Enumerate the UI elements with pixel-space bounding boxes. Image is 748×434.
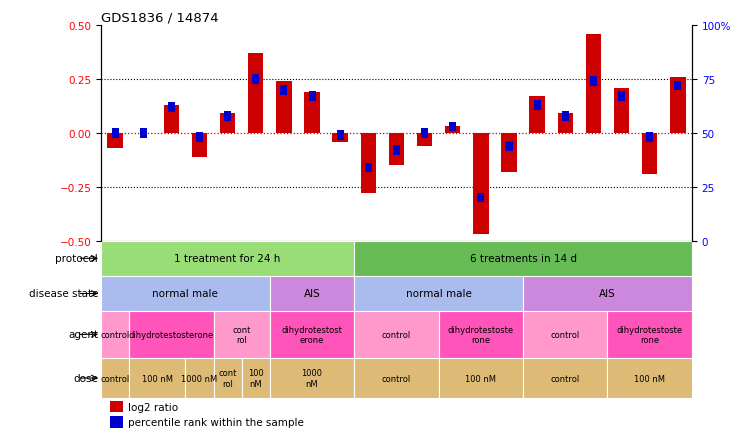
Text: control: control (381, 330, 411, 339)
Text: percentile rank within the sample: percentile rank within the sample (128, 417, 304, 427)
Bar (164, 105, 179, 134)
Bar (523, 358, 607, 398)
Bar (213, 358, 242, 398)
Bar (389, 134, 404, 166)
Bar (101, 358, 129, 398)
Bar (242, 358, 270, 398)
Text: control: control (551, 330, 580, 339)
Bar (477, 193, 485, 203)
Bar (557, 114, 573, 134)
Bar (213, 311, 270, 358)
Bar (252, 75, 260, 85)
Bar (506, 141, 512, 151)
Text: normal male: normal male (405, 289, 471, 299)
Bar (107, 134, 123, 149)
Text: 100 nM: 100 nM (634, 374, 665, 383)
Bar (417, 134, 432, 147)
Text: dihydrotestoste
rone: dihydrotestoste rone (616, 325, 683, 344)
Bar (101, 241, 355, 276)
Text: agent: agent (68, 329, 98, 339)
Bar (355, 358, 438, 398)
Bar (590, 77, 597, 87)
Bar (438, 311, 523, 358)
Bar (129, 311, 213, 358)
Bar (101, 276, 270, 311)
Bar (248, 54, 263, 134)
Text: control: control (381, 374, 411, 383)
Bar (618, 92, 625, 102)
Bar (670, 78, 686, 134)
Bar (111, 129, 119, 138)
Bar (445, 127, 461, 134)
Bar (438, 358, 523, 398)
Bar (270, 276, 355, 311)
Text: cont
rol: cont rol (218, 368, 237, 388)
Text: dihydrotestosterone: dihydrotestosterone (129, 330, 214, 339)
Bar (280, 86, 287, 95)
Bar (332, 134, 348, 142)
Bar (355, 276, 523, 311)
Text: AIS: AIS (599, 289, 616, 299)
Bar (646, 133, 653, 143)
Text: disease state: disease state (28, 289, 98, 299)
Bar (450, 122, 456, 132)
Text: AIS: AIS (304, 289, 320, 299)
Bar (614, 89, 629, 134)
Bar (421, 129, 428, 138)
Bar (337, 131, 343, 141)
Text: dihydrotestost
erone: dihydrotestost erone (281, 325, 343, 344)
Text: 1000
nM: 1000 nM (301, 368, 322, 388)
Bar (586, 35, 601, 134)
Text: control: control (100, 330, 129, 339)
Text: control: control (551, 374, 580, 383)
Text: log2 ratio: log2 ratio (128, 401, 178, 411)
Bar (308, 92, 316, 102)
Text: 100 nM: 100 nM (465, 374, 497, 383)
Text: 100
nM: 100 nM (248, 368, 263, 388)
Text: GDS1836 / 14874: GDS1836 / 14874 (101, 12, 218, 25)
Bar (473, 134, 488, 235)
Bar (191, 134, 207, 157)
Bar (365, 163, 372, 173)
Bar (674, 82, 681, 91)
Bar (196, 133, 203, 143)
Bar (533, 101, 541, 111)
Bar (501, 134, 517, 172)
Bar (220, 114, 236, 134)
Bar (530, 97, 545, 134)
Text: control: control (100, 374, 129, 383)
Bar (523, 311, 607, 358)
Bar (186, 358, 213, 398)
Text: 100 nM: 100 nM (142, 374, 173, 383)
Bar (101, 311, 129, 358)
Text: cont
rol: cont rol (233, 325, 251, 344)
Text: 6 treatments in 14 d: 6 treatments in 14 d (470, 254, 577, 264)
Bar (562, 112, 568, 121)
Bar (110, 416, 123, 428)
Bar (607, 311, 692, 358)
Bar (361, 134, 376, 194)
Text: dose: dose (73, 373, 98, 383)
Text: 1 treatment for 24 h: 1 treatment for 24 h (174, 254, 280, 264)
Text: dihydrotestoste
rone: dihydrotestoste rone (448, 325, 514, 344)
Bar (129, 358, 186, 398)
Bar (270, 358, 355, 398)
Bar (355, 311, 438, 358)
Bar (224, 112, 231, 121)
Bar (276, 82, 292, 134)
Text: protocol: protocol (55, 254, 98, 264)
Bar (140, 129, 147, 138)
Bar (393, 146, 400, 156)
Bar (304, 93, 319, 134)
Bar (270, 311, 355, 358)
Bar (168, 103, 175, 112)
Bar (523, 276, 692, 311)
Text: 1000 nM: 1000 nM (181, 374, 218, 383)
Bar (355, 241, 692, 276)
Bar (110, 401, 123, 413)
Bar (607, 358, 692, 398)
Text: normal male: normal male (153, 289, 218, 299)
Bar (642, 134, 657, 174)
